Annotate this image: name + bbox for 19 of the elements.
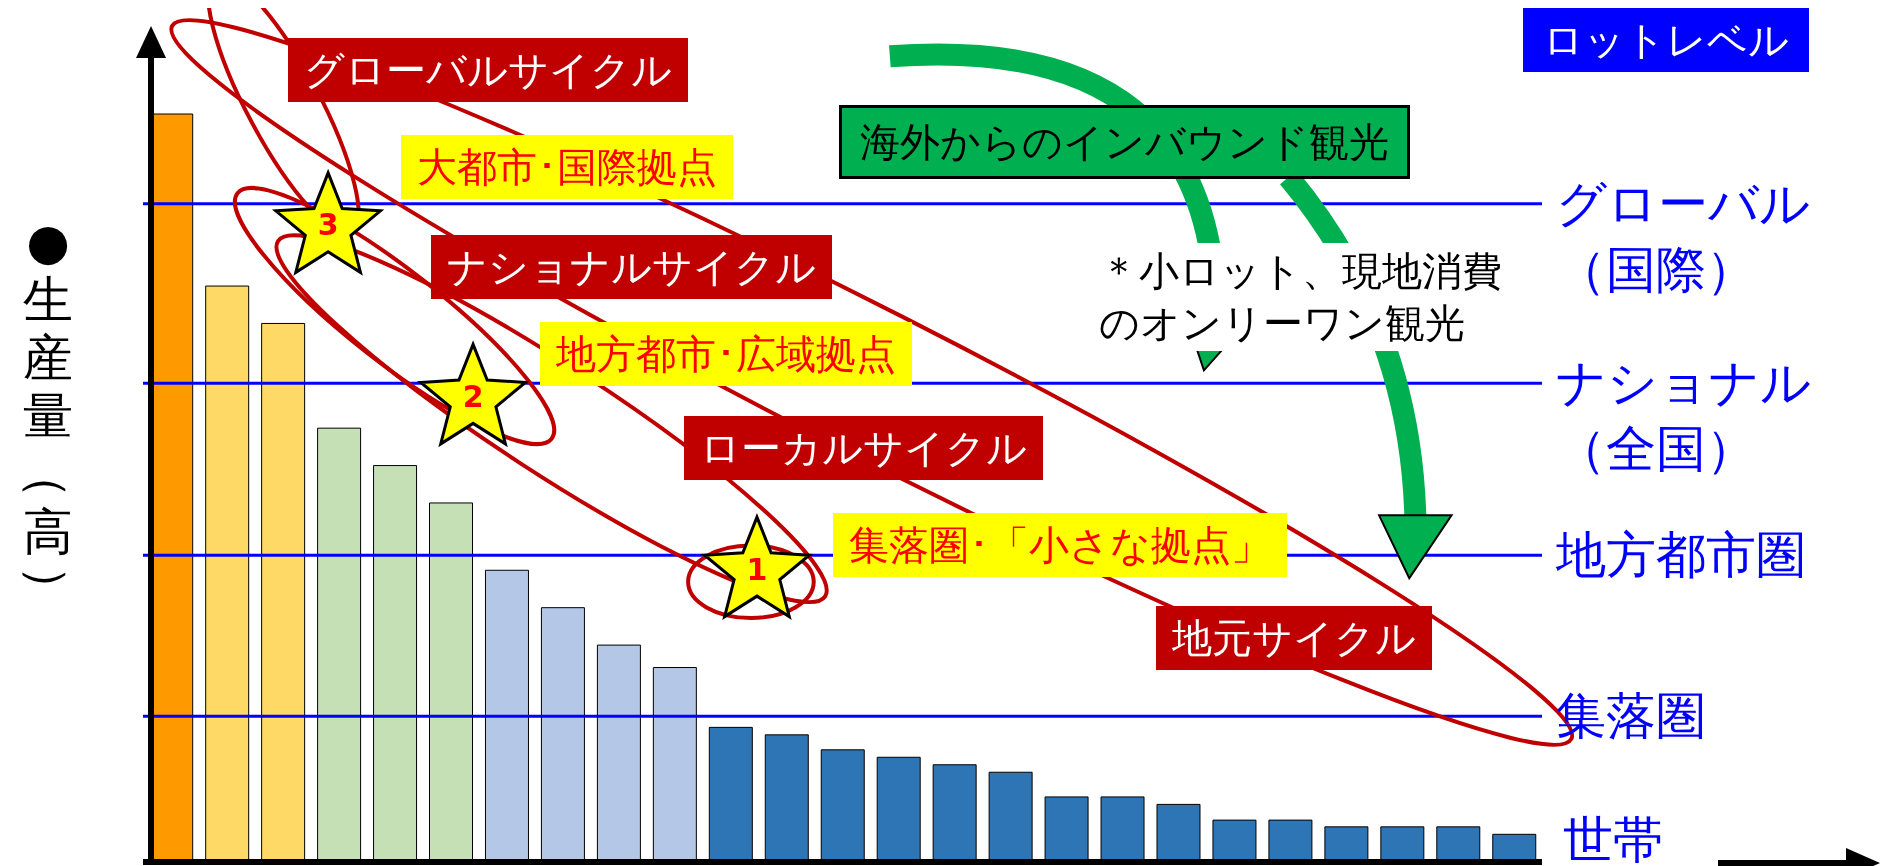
y-axis-title: ●生産量（高） [18,213,78,617]
annotation: ＊小ロット、現地消費のオンリーワン観光 [1093,243,1545,351]
ref-line-label: 地方都市圏 [1556,525,1807,587]
annotation: 2 [461,377,485,416]
annotation: 地方都市･広域拠点 [540,322,912,386]
annotation: ローカルサイクル [684,416,1043,480]
annotation: 大都市･国際拠点 [401,135,733,199]
text: 世帯 [1563,810,1663,866]
annotation: 3 [316,206,340,245]
annotation: 1 [745,550,769,589]
text: グローバルサイクル [288,38,688,102]
ref-line-label: グローバル（国際） [1556,173,1811,301]
annotation: 集落圏･「小さな拠点」 [833,513,1287,577]
annotation: ナショナルサイクル [431,235,832,299]
text: ロットレベル [1523,8,1809,72]
annotation: 地元サイクル [1156,606,1432,670]
ref-line-label: ナショナル（全国） [1556,353,1812,481]
annotation: 海外からのインバウンド観光 [839,105,1410,179]
ref-line-label: 集落圏 [1556,686,1707,748]
